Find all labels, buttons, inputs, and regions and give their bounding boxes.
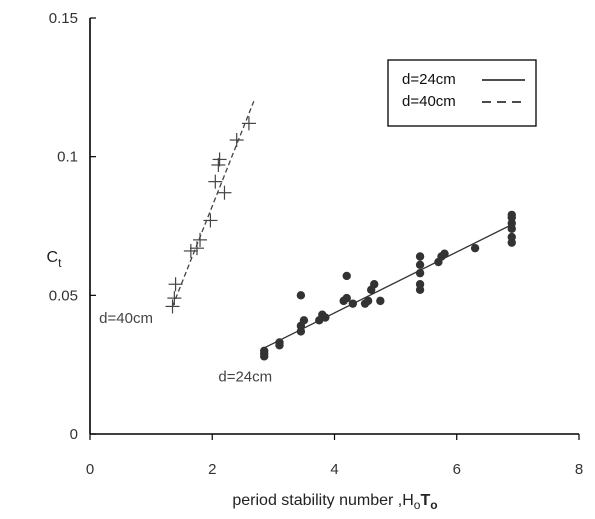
- data-point-dot: [299, 316, 309, 325]
- data-point-dot: [296, 291, 306, 300]
- x-tick-label: 6: [453, 461, 461, 478]
- data-point-plus: [203, 213, 218, 228]
- data-point-dot: [348, 299, 358, 308]
- legend: d=24cm d=40cm: [387, 59, 537, 127]
- annotations: d=40cm d=24cm: [99, 310, 272, 385]
- x-axis-title: period stability number ,HoTo: [232, 492, 437, 512]
- data-point-dot: [321, 313, 330, 322]
- data-point-dot: [470, 243, 480, 253]
- data-point-dot: [507, 210, 516, 220]
- data-point-plus: [212, 152, 227, 167]
- data-point-dot: [370, 280, 379, 289]
- data-point-plus: [241, 116, 256, 131]
- x-axis-title-sub2: o: [430, 498, 437, 512]
- data-point-dot: [440, 249, 449, 258]
- data-point-dot: [376, 296, 385, 306]
- y-tick-label: 0.1: [57, 149, 78, 166]
- data-point-dot: [415, 280, 425, 289]
- data-point-dot: [415, 260, 425, 270]
- y-axis-title: Ct: [47, 249, 63, 270]
- y-tick-label: 0.15: [49, 10, 78, 27]
- x-tick-label: 4: [330, 461, 338, 478]
- data-point-dot: [260, 349, 269, 358]
- axis-ticks: 0 0.05 0.1 0.15 0 2 4 6 8: [49, 10, 583, 478]
- data-point-plus: [208, 174, 223, 189]
- legend-box: [387, 59, 537, 127]
- data-point-plus: [193, 232, 208, 247]
- y-axis-title-sub: t: [58, 256, 62, 270]
- data-point-plus: [167, 291, 182, 306]
- data-point-dot: [275, 338, 284, 347]
- fit-line-d40: [171, 100, 255, 307]
- x-tick-label: 2: [208, 461, 216, 478]
- data-point-dot: [363, 296, 373, 306]
- data-points: [165, 116, 516, 361]
- data-point-dot: [415, 268, 425, 278]
- data-point-plus: [211, 157, 226, 172]
- x-axis-title-mid: T: [420, 492, 430, 509]
- data-point-dot: [507, 232, 516, 242]
- data-point-dot: [415, 252, 425, 261]
- data-point-dot: [342, 271, 351, 281]
- x-axis-title-main: period stability number ,H: [232, 492, 413, 509]
- data-point-plus: [183, 243, 198, 258]
- x-tick-label: 0: [86, 461, 94, 478]
- y-tick-label: 0.05: [49, 287, 78, 304]
- y-axis-title-main: C: [47, 249, 59, 266]
- data-point-plus: [168, 277, 183, 292]
- legend-label-d40: d=40cm: [402, 93, 456, 110]
- annotation-label: d=40cm: [99, 310, 153, 327]
- annotation-label: d=24cm: [218, 368, 272, 385]
- x-axis-title-sub1: o: [414, 498, 421, 512]
- data-point-plus: [217, 185, 232, 200]
- data-point-plus: [229, 133, 244, 148]
- x-tick-label: 8: [575, 461, 583, 478]
- data-point-plus: [189, 241, 204, 256]
- data-point-dot: [342, 293, 351, 303]
- y-tick-label: 0: [70, 426, 78, 443]
- data-point-plus: [165, 299, 180, 314]
- legend-label-d24: d=24cm: [402, 71, 456, 88]
